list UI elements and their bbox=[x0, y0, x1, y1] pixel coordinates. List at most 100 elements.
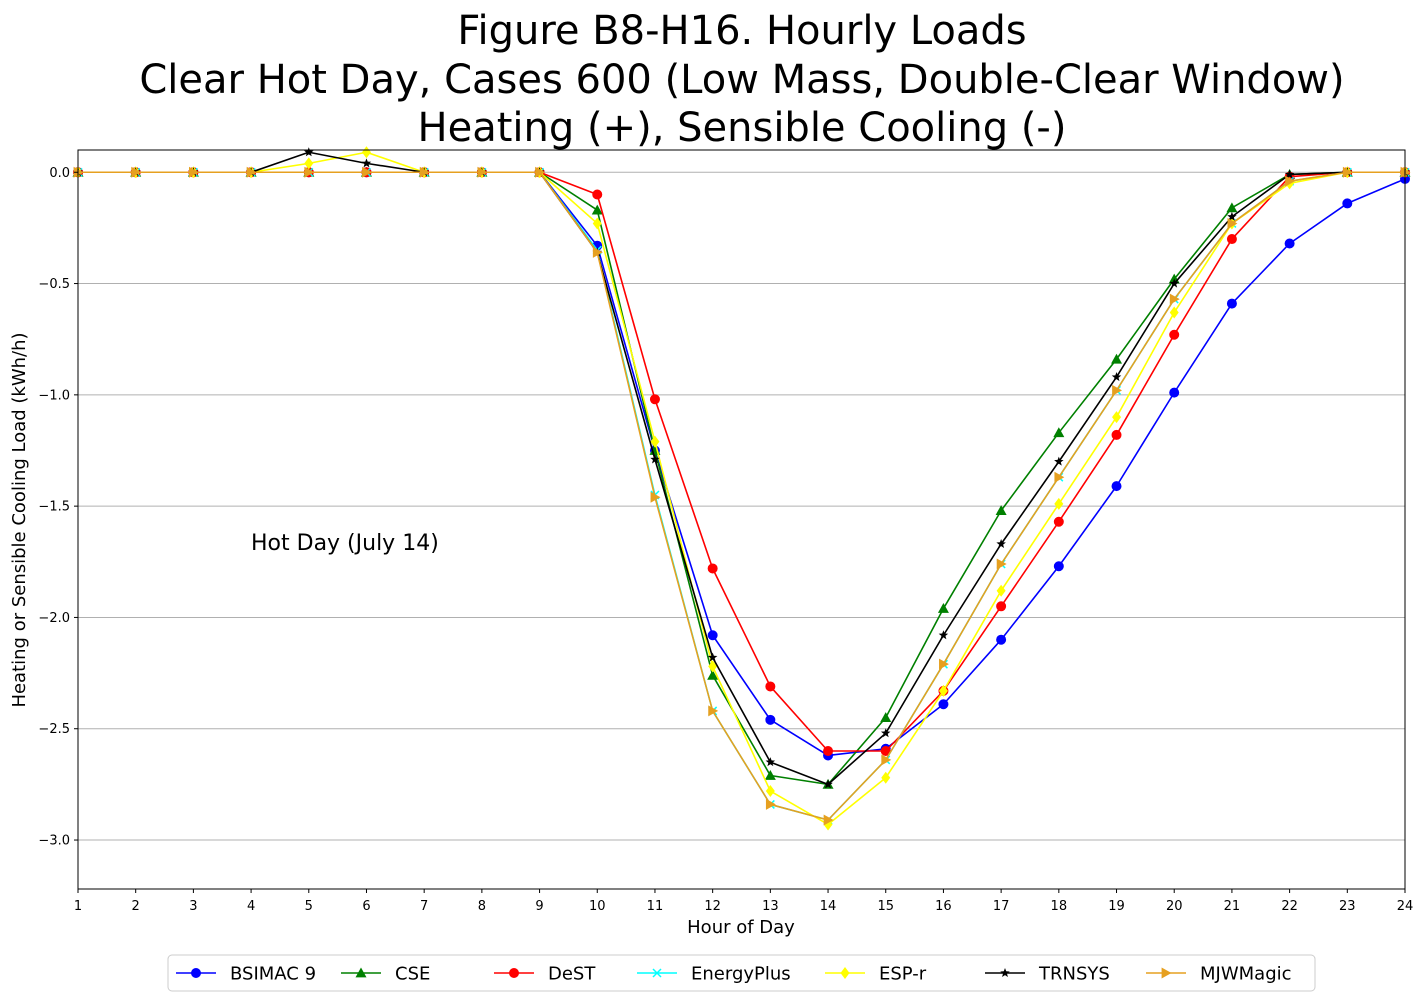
data-point bbox=[1227, 217, 1238, 229]
data-point bbox=[1053, 427, 1065, 438]
data-point bbox=[1111, 481, 1122, 492]
data-point bbox=[880, 728, 891, 738]
data-point bbox=[1284, 169, 1295, 179]
legend-box bbox=[167, 954, 1316, 992]
data-point bbox=[1169, 293, 1180, 305]
legend-label: BSIMAC 9 bbox=[230, 964, 316, 985]
data-point bbox=[1054, 497, 1064, 510]
x-tick-label: 18 bbox=[1051, 899, 1068, 914]
legend-entry: ESP-r bbox=[825, 964, 927, 985]
data-point bbox=[188, 166, 199, 178]
data-point bbox=[650, 454, 660, 464]
data-point bbox=[765, 714, 776, 725]
title-line-1: Figure B8-H16. Hourly Loads bbox=[457, 8, 1026, 54]
grid-lines bbox=[78, 171, 1405, 841]
data-point bbox=[996, 634, 1007, 645]
data-point bbox=[1342, 166, 1353, 178]
y-tick-label: 0.0 bbox=[49, 166, 70, 181]
data-point bbox=[1054, 471, 1065, 483]
x-tick-label: 17 bbox=[993, 899, 1010, 914]
data-point bbox=[1169, 387, 1180, 398]
legend-marker bbox=[191, 968, 201, 978]
x-tick-label: 16 bbox=[935, 899, 952, 914]
hot-day-annotation: Hot Day (July 14) bbox=[251, 531, 439, 556]
series-cse bbox=[72, 166, 1411, 789]
x-axis-ticks: 1 2 3 4 5 6 7 8 9 10 11 12 13 14 15 16 17 18 19 20 21 22 23 24 bbox=[74, 889, 1413, 914]
series-line bbox=[78, 171, 1405, 821]
series-line bbox=[78, 151, 1405, 786]
legend-entries: BSIMAC 9 CSE DeST EnergyPlus ESP-r TRNSYS MJWM… bbox=[176, 964, 1292, 985]
data-point bbox=[591, 204, 603, 215]
data-point bbox=[73, 166, 84, 178]
data-point bbox=[1111, 372, 1122, 382]
x-tick-label: 7 bbox=[420, 899, 428, 914]
x-tick-label: 2 bbox=[132, 899, 140, 914]
legend: BSIMAC 9 CSE DeST EnergyPlus ESP-r TRNSYS MJWM… bbox=[167, 954, 1316, 992]
data-point bbox=[1226, 298, 1237, 309]
y-tick-label: −1.5 bbox=[38, 500, 70, 515]
data-point bbox=[765, 798, 776, 810]
x-tick-label: 9 bbox=[535, 899, 543, 914]
series-line bbox=[78, 171, 1405, 821]
data-point bbox=[1226, 202, 1238, 213]
legend-marker bbox=[355, 967, 367, 978]
x-tick-label: 13 bbox=[762, 899, 779, 914]
data-point bbox=[996, 558, 1007, 570]
series-line bbox=[78, 171, 1406, 757]
data-point bbox=[304, 157, 314, 170]
data-point bbox=[1285, 175, 1296, 187]
chart-title: Figure B8-H16. Hourly Loads Clear Hot Da… bbox=[139, 8, 1344, 151]
legend-label: EnergyPlus bbox=[691, 964, 791, 985]
legend-entry: BSIMAC 9 bbox=[176, 964, 316, 985]
data-point bbox=[995, 505, 1007, 515]
data-point bbox=[708, 660, 718, 673]
data-point bbox=[938, 684, 948, 697]
x-tick-label: 23 bbox=[1339, 899, 1356, 914]
data-point bbox=[823, 745, 834, 756]
data-point bbox=[823, 814, 834, 826]
data-point bbox=[592, 246, 603, 258]
legend-marker bbox=[652, 968, 662, 978]
data-point bbox=[1111, 353, 1123, 364]
legend-label: MJWMagic bbox=[1200, 964, 1292, 985]
x-tick-label: 6 bbox=[362, 899, 370, 914]
data-point bbox=[361, 146, 371, 159]
data-point bbox=[881, 771, 891, 784]
data-point bbox=[996, 601, 1007, 612]
data-point bbox=[304, 166, 315, 178]
data-point bbox=[535, 166, 546, 178]
data-point bbox=[707, 563, 718, 574]
data-point bbox=[1053, 516, 1064, 527]
y-axis-label: Heating or Sensible Cooling Load (kWh/h) bbox=[9, 332, 30, 707]
x-tick-label: 3 bbox=[189, 899, 197, 914]
data-point bbox=[650, 435, 660, 448]
data-point bbox=[938, 630, 949, 640]
series-trnsys bbox=[73, 147, 1410, 789]
data-point bbox=[1284, 238, 1295, 249]
data-point bbox=[1342, 198, 1353, 209]
title-line-2: Clear Hot Day, Cases 600 (Low Mass, Doub… bbox=[139, 57, 1344, 103]
x-tick-label: 1 bbox=[74, 899, 82, 914]
data-point bbox=[708, 705, 719, 717]
data-point bbox=[880, 712, 892, 723]
data-point bbox=[1169, 329, 1180, 340]
x-tick-label: 14 bbox=[820, 899, 837, 914]
y-tick-label: −1.0 bbox=[38, 388, 70, 403]
y-tick-label: −2.0 bbox=[38, 611, 70, 626]
x-tick-label: 10 bbox=[589, 899, 606, 914]
data-point bbox=[1169, 278, 1179, 288]
x-tick-label: 8 bbox=[478, 899, 486, 914]
series-mjwmagic bbox=[73, 166, 1411, 826]
series-dest bbox=[73, 167, 1410, 756]
data-point bbox=[649, 394, 660, 405]
legend-label: CSE bbox=[395, 964, 430, 985]
legend-label: TRNSYS bbox=[1038, 964, 1110, 985]
x-tick-label: 21 bbox=[1224, 899, 1241, 914]
data-point bbox=[937, 603, 949, 613]
data-point bbox=[362, 166, 372, 178]
data-point bbox=[1169, 306, 1179, 319]
legend-marker bbox=[840, 967, 850, 979]
x-tick-label: 22 bbox=[1281, 899, 1298, 914]
x-tick-label: 5 bbox=[305, 899, 313, 914]
data-point bbox=[131, 166, 142, 178]
